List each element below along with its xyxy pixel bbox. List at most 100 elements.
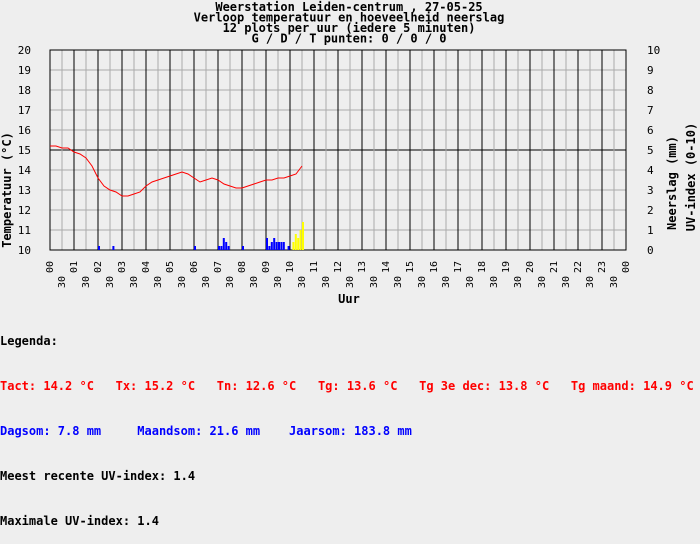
y-tick-label-right: 10 [647, 44, 660, 57]
x-tick-label-hour: 05 [165, 261, 176, 273]
legend-maandsom: Maandsom: 21.6 mm [137, 424, 261, 438]
uv-index-bar [294, 234, 297, 250]
rainfall-bar [275, 242, 278, 250]
rainfall-bar [225, 242, 228, 250]
rainfall-bar [98, 246, 100, 250]
x-tick-label-half: 30 [201, 276, 212, 288]
x-tick-label-half: 30 [417, 276, 428, 288]
legend-tgm: Tg maand: 14.9 °C [570, 379, 694, 393]
x-tick-label-hour: 06 [189, 261, 200, 273]
x-tick-label-half: 30 [345, 276, 356, 288]
x-tick-label-half: 30 [81, 276, 92, 288]
x-tick-label-hour: 02 [93, 261, 104, 273]
y-tick-label-right: 2 [647, 204, 654, 217]
x-tick-label-hour: 01 [69, 261, 80, 273]
x-tick-label-hour: 16 [429, 261, 440, 273]
x-tick-label-half: 30 [609, 276, 620, 288]
axis-labels: 1011121314151617181920012345678910003001… [18, 44, 661, 288]
x-tick-label-half: 30 [225, 276, 236, 288]
x-tick-label-half: 30 [153, 276, 164, 288]
rainfall-bar [112, 246, 115, 250]
y-tick-label-right: 9 [647, 64, 654, 77]
x-tick-label-hour: 11 [309, 261, 320, 273]
x-tick-label-hour: 08 [237, 261, 248, 273]
y-tick-label-left: 18 [18, 84, 31, 97]
legend-tn: Tn: 12.6 °C [216, 379, 297, 393]
uv-index-bars [292, 222, 304, 250]
x-tick-label-hour: 19 [501, 261, 512, 273]
y-tick-label-left: 13 [18, 184, 31, 197]
y-tick-label-left: 15 [18, 144, 31, 157]
x-tick-label-half: 30 [177, 276, 188, 288]
x-tick-label-hour: 17 [453, 261, 464, 273]
x-tick-label-hour: 07 [213, 261, 224, 273]
rainfall-bar [222, 238, 225, 250]
x-tick-label-hour: 20 [525, 261, 536, 273]
legend-tg: Tg: 13.6 °C [317, 379, 398, 393]
x-tick-label-hour: 03 [117, 261, 128, 273]
x-tick-label-half: 30 [321, 276, 332, 288]
x-tick-label-hour: 15 [405, 261, 416, 273]
legend-tx: Tx: 15.2 °C [115, 379, 196, 393]
x-tick-label-hour: 22 [573, 261, 584, 273]
uv-index-bar [292, 242, 295, 250]
y-tick-label-left: 20 [18, 44, 31, 57]
x-axis-label: Uur [338, 292, 360, 304]
rainfall-bar [270, 242, 273, 250]
chart-title-line: 12 plots per uur (iedere 5 minuten) [223, 21, 476, 35]
rainfall-bar [268, 246, 271, 250]
legend-tact: Tact: 14.2 °C [0, 379, 94, 393]
x-tick-label-hour: 00 [621, 261, 632, 273]
y-tick-label-right: 3 [647, 184, 654, 197]
x-tick-label-hour: 23 [597, 261, 608, 273]
legend-temperature-row: Tact: 14.2 °C Tx: 15.2 °C Tn: 12.6 °C Tg… [0, 379, 694, 394]
chart-title-line: G / D / T punten: 0 / 0 / 0 [251, 32, 446, 46]
plot-border [49, 49, 627, 251]
x-tick-label-hour: 14 [381, 261, 392, 273]
y-axis-label-left: Temperatuur (°C) [0, 132, 14, 248]
x-tick-label-half: 30 [537, 276, 548, 288]
x-tick-label-hour: 09 [261, 261, 272, 273]
y-tick-label-left: 16 [18, 124, 31, 137]
y-tick-label-left: 14 [18, 164, 32, 177]
rainfall-bar [278, 242, 280, 250]
y-tick-label-right: 8 [647, 84, 654, 97]
x-tick-label-half: 30 [489, 276, 500, 288]
x-tick-label-hour: 10 [285, 261, 296, 273]
legend-rain-row: Dagsom: 7.8 mm Maandsom: 21.6 mm Jaarsom… [0, 424, 694, 439]
legend-heading: Legenda: [0, 334, 58, 348]
weather-chart: Weerstation Leiden-centrum , 27-05-25Ver… [0, 0, 698, 304]
x-tick-label-hour: 04 [141, 261, 152, 273]
legend-dagsom: Dagsom: 7.8 mm [0, 424, 102, 438]
x-tick-label-half: 30 [561, 276, 572, 288]
x-tick-label-half: 30 [297, 276, 308, 288]
legend-uv-recent: Meest recente UV-index: 1.4 [0, 469, 196, 483]
rainfall-bar [227, 246, 230, 250]
rainfall-bar [287, 246, 290, 250]
x-tick-label-half: 30 [513, 276, 524, 288]
rainfall-bar [280, 242, 283, 250]
x-tick-label-half: 30 [465, 276, 476, 288]
legend-tg3: Tg 3e dec: 13.8 °C [419, 379, 550, 393]
chart-title-line: Verloop temperatuur en hoeveelheid neers… [194, 11, 505, 25]
y-tick-label-left: 17 [18, 104, 31, 117]
temperature-line [50, 145, 303, 197]
x-tick-label-hour: 13 [357, 261, 368, 273]
y-tick-label-left: 10 [18, 244, 31, 257]
rainfall-bar [282, 242, 285, 250]
y-tick-label-right: 0 [647, 244, 654, 257]
x-tick-label-half: 30 [249, 276, 260, 288]
y-axis-label-uv: UV-index (0-10) [684, 123, 698, 231]
y-tick-label-left: 11 [18, 224, 31, 237]
chart-titles: Weerstation Leiden-centrum , 27-05-25Ver… [194, 0, 505, 46]
grid-lines [49, 49, 627, 251]
x-tick-label-half: 30 [393, 276, 404, 288]
x-tick-label-half: 30 [273, 276, 284, 288]
x-tick-label-hour: 12 [333, 261, 344, 273]
rainfall-bar [266, 238, 268, 250]
y-tick-label-left: 19 [18, 64, 31, 77]
x-tick-label-half: 30 [105, 276, 116, 288]
y-axis-label-rain: Neerslag (mm) [665, 136, 679, 230]
uv-index-bar [299, 230, 302, 250]
rainfall-bar [220, 246, 223, 250]
